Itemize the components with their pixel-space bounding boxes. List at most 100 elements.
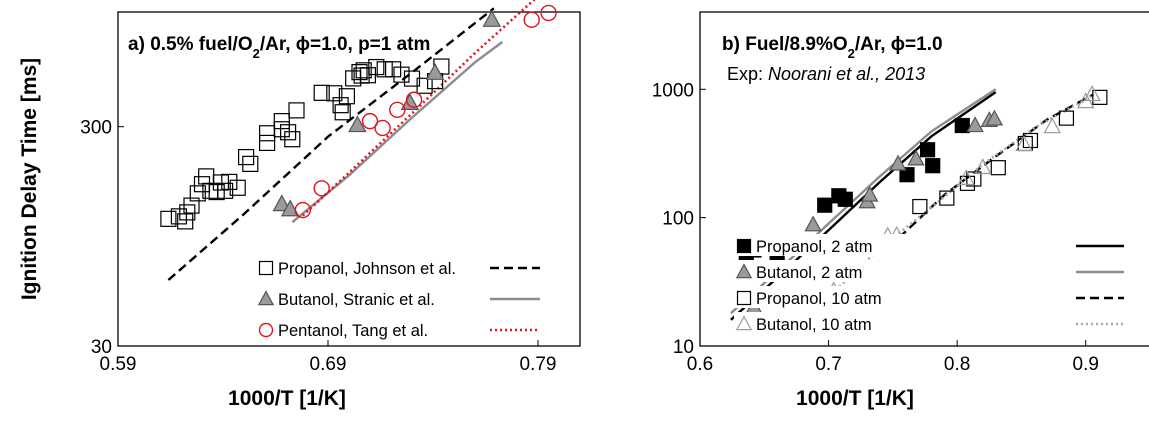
- marker-propanol-2-atm: [837, 191, 853, 207]
- legend-label-butanol-stranic-et-al: Butanol, Stranic et al.: [278, 291, 435, 309]
- legend-marker-pentanol-tang-et-al: [258, 322, 274, 338]
- marker-propanol-2-atm: [899, 167, 915, 183]
- marker-pentanol-tang-et-al: [374, 119, 391, 137]
- legend-label-pentanol-tang-et-al: Pentanol, Tang et al.: [278, 322, 428, 340]
- marker-propanol-johnson-et-al: [259, 134, 276, 152]
- marker-propanol-johnson-et-al: [393, 66, 410, 83]
- marker-propanol-10-atm: [966, 171, 982, 187]
- marker-butanol-stranic-et-al: [272, 194, 292, 212]
- marker-propanol-johnson-et-al: [212, 174, 229, 191]
- panel-b-legend: Propanol, 2 atm Butanol, 2 atm Propanol, 1…: [734, 234, 1130, 334]
- legend-marker-butanol-2-atm: [735, 263, 753, 279]
- marker-propanol-johnson-et-al: [183, 197, 200, 214]
- legend-bg: [256, 318, 546, 340]
- x-tick-label: 0.59: [100, 354, 137, 375]
- marker-propanol-johnson-et-al: [416, 77, 433, 94]
- marker-butanol-10-atm: [1015, 135, 1033, 152]
- marker-pentanol-tang-et-al: [389, 101, 406, 119]
- marker-propanol-johnson-et-al: [160, 210, 177, 227]
- marker-propanol-2-atm: [954, 117, 970, 134]
- x-tick-label: 0.6: [687, 354, 713, 375]
- panel-b-subtitle: Exp: Noorani et al., 2013: [727, 64, 925, 84]
- x-tick-label: 0.79: [520, 354, 557, 375]
- marker-propanol-johnson-et-al: [170, 208, 187, 225]
- marker-propanol-2-atm: [817, 197, 833, 213]
- marker-butanol-stranic-et-al: [482, 9, 502, 27]
- model-line-propanol-10-atm: [898, 93, 1094, 239]
- marker-propanol-johnson-et-al: [221, 173, 238, 191]
- marker-propanol-2-atm: [919, 142, 936, 158]
- marker-propanol-10-atm: [1092, 89, 1108, 105]
- marker-propanol-johnson-et-al: [217, 182, 234, 199]
- marker-propanol-johnson-et-al: [288, 102, 305, 119]
- marker-propanol-johnson-et-al: [177, 213, 194, 230]
- marker-propanol-10-atm: [939, 190, 955, 206]
- marker-propanol-johnson-et-al: [351, 64, 368, 81]
- panel-a-title: a) 0.5% fuel/O2/Ar, ϕ=1.0, p=1 atm: [128, 34, 430, 61]
- y-axis-label: Ignition Delay Time [ms]: [18, 58, 41, 300]
- y-tick-label: 100: [662, 209, 694, 230]
- marker-pentanol-tang-et-al: [313, 180, 330, 197]
- marker-propanol-10-atm: [1058, 110, 1075, 126]
- marker-butanol-2-atm: [861, 185, 879, 202]
- x-tick-label: 0.8: [944, 354, 970, 375]
- model-line-butanol-10-atm: [827, 94, 1095, 299]
- legend-bg: [256, 287, 546, 309]
- marker-butanol-stranic-et-al: [348, 115, 367, 133]
- legend-bg: [734, 286, 1130, 308]
- marker-propanol-johnson-et-al: [368, 58, 385, 76]
- y-tick-label: 10: [673, 337, 694, 358]
- legend-bg: [734, 312, 1130, 334]
- marker-butanol-stranic-et-al: [425, 62, 445, 80]
- y-tick-label: 1000: [652, 80, 694, 101]
- panel-a-legend: Propanol, Johnson et al. Butanol, Stranic…: [256, 256, 546, 340]
- panel-b-title: b) Fuel/8.9%O2/Ar, ϕ=1.0: [722, 34, 943, 61]
- marker-butanol-stranic-et-al: [400, 93, 420, 110]
- marker-propanol-johnson-et-al: [242, 155, 259, 172]
- marker-propanol-johnson-et-al: [189, 185, 206, 202]
- panel-b-x-axis-label: 1000/T [1/K]: [796, 387, 914, 410]
- y-tick-label: 30: [91, 337, 112, 358]
- marker-propanol-johnson-et-al: [359, 67, 376, 84]
- marker-propanol-johnson-et-al: [238, 148, 255, 166]
- marker-propanol-johnson-et-al: [338, 88, 355, 105]
- marker-propanol-johnson-et-al: [179, 204, 196, 221]
- legend-marker-butanol-10-atm: [735, 315, 753, 331]
- legend-marker-butanol-stranic-et-al: [257, 290, 275, 306]
- marker-butanol-stranic-et-al: [280, 199, 300, 217]
- marker-butanol-2-atm: [889, 154, 907, 171]
- x-tick-label: 0.7: [815, 354, 841, 375]
- legend-label-butanol-2-atm: Butanol, 2 atm: [756, 264, 862, 282]
- legend-label-propanol-2-atm: Propanol, 2 atm: [756, 238, 872, 256]
- model-line-propanol-johnson-et-al: [167, 7, 495, 281]
- y-tick-label: 300: [80, 118, 112, 139]
- x-tick-label: 0.9: [1073, 354, 1099, 375]
- marker-propanol-johnson-et-al: [273, 121, 290, 138]
- marker-pentanol-tang-et-al: [405, 91, 423, 108]
- marker-butanol-2-atm: [985, 109, 1004, 126]
- marker-butanol-2-atm: [804, 215, 822, 232]
- marker-propanol-johnson-et-al: [385, 61, 402, 78]
- legend-bg: [734, 234, 1130, 256]
- legend-bg: [734, 260, 1130, 282]
- marker-propanol-johnson-et-al: [229, 179, 246, 196]
- marker-butanol-10-atm: [1043, 117, 1061, 134]
- marker-propanol-10-atm: [912, 198, 928, 215]
- x-tick-label: 0.69: [310, 354, 347, 375]
- marker-butanol-2-atm: [907, 149, 925, 166]
- panel-a-x-axis-label: 1000/T [1/K]: [228, 387, 346, 410]
- marker-propanol-johnson-et-al: [284, 131, 301, 148]
- marker-propanol-johnson-et-al: [273, 113, 290, 130]
- marker-propanol-2-atm: [925, 158, 941, 174]
- marker-butanol-10-atm: [1083, 85, 1101, 102]
- marker-propanol-10-atm: [990, 160, 1006, 176]
- marker-propanol-johnson-et-al: [313, 84, 330, 101]
- marker-pentanol-tang-et-al: [294, 201, 311, 219]
- panel-a: 0.59 0.69 0.79 30 300 a) 0.5% fuel/O2/Ar, ϕ=…: [18, 0, 581, 410]
- marker-butanol-10-atm: [974, 158, 992, 175]
- legend-label-butanol-10-atm: Butanol, 10 atm: [756, 316, 872, 334]
- marker-pentanol-tang-et-al: [361, 112, 379, 130]
- marker-butanol-2-atm: [966, 116, 984, 133]
- marker-pentanol-tang-et-al: [540, 4, 557, 22]
